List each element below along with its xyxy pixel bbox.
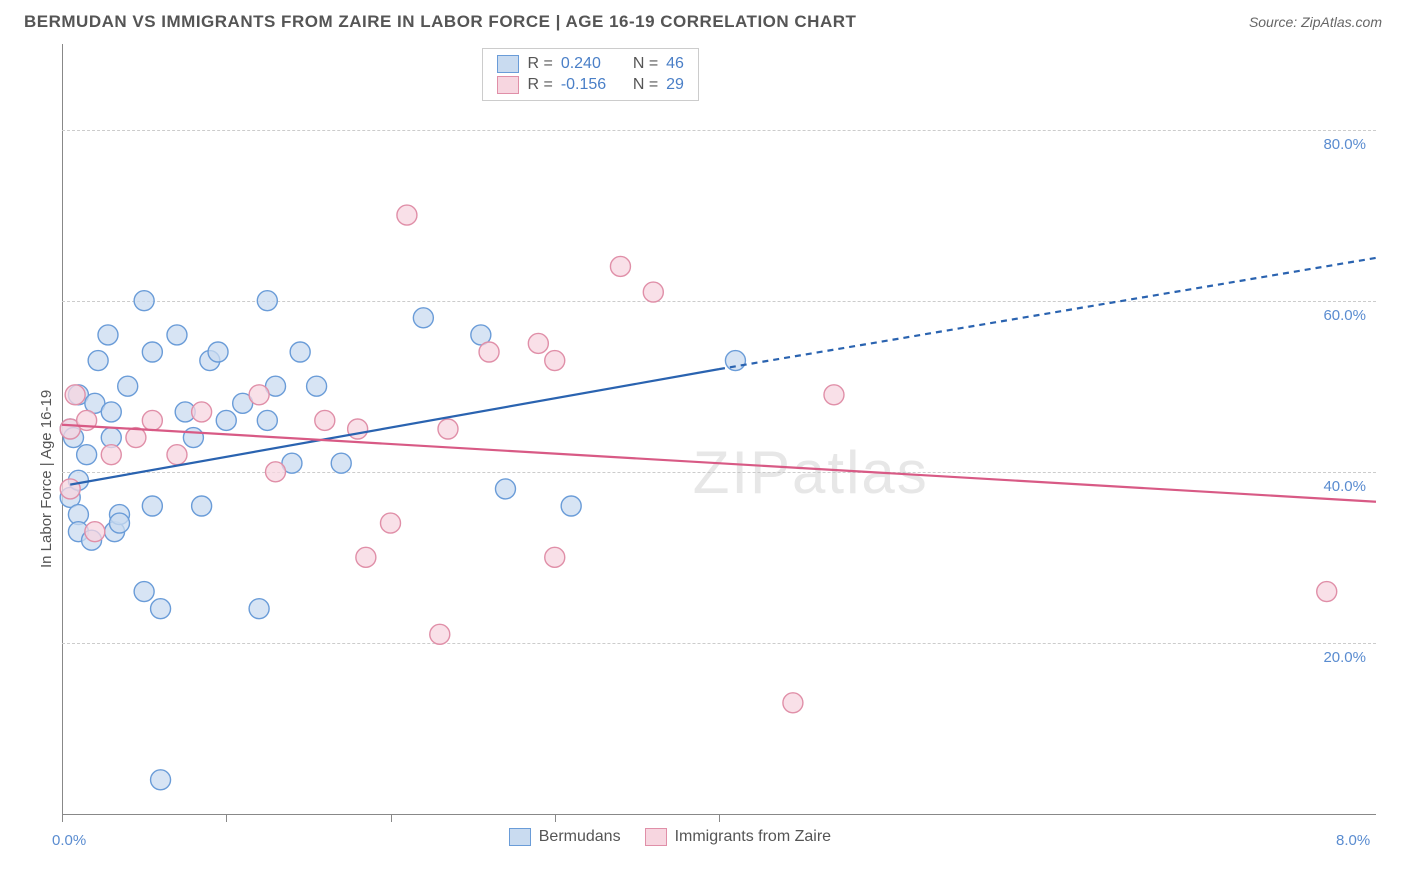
data-point: [413, 308, 433, 328]
data-point: [315, 410, 335, 430]
data-point: [257, 291, 277, 311]
data-point: [216, 410, 236, 430]
data-point: [824, 385, 844, 405]
data-point: [438, 419, 458, 439]
data-point: [142, 410, 162, 430]
legend-swatch: [645, 828, 667, 846]
data-point: [307, 376, 327, 396]
data-point: [60, 479, 80, 499]
data-point: [109, 513, 129, 533]
n-label: N =: [633, 55, 658, 73]
data-point: [134, 582, 154, 602]
data-point: [397, 205, 417, 225]
data-point: [495, 479, 515, 499]
data-point: [545, 351, 565, 371]
data-point: [545, 547, 565, 567]
data-point: [151, 599, 171, 619]
n-value: 29: [666, 76, 684, 94]
series-legend-label: Immigrants from Zaire: [675, 828, 831, 846]
correlation-legend-row: R = -0.156 N = 29: [497, 76, 683, 94]
chart-header: BERMUDAN VS IMMIGRANTS FROM ZAIRE IN LAB…: [0, 0, 1406, 40]
correlation-scatter-chart: 20.0%40.0%60.0%80.0%0.0%8.0%In Labor For…: [20, 44, 1376, 884]
r-value: 0.240: [561, 55, 625, 73]
data-point: [783, 693, 803, 713]
legend-swatch: [497, 76, 519, 94]
chart-svg-layer: [20, 44, 1376, 816]
data-point: [167, 325, 187, 345]
data-point: [85, 522, 105, 542]
data-point: [208, 342, 228, 362]
trend-line: [70, 369, 719, 485]
data-point: [643, 282, 663, 302]
xtick-label-end: 8.0%: [1336, 832, 1370, 849]
data-point: [88, 351, 108, 371]
r-value: -0.156: [561, 76, 625, 94]
data-point: [479, 342, 499, 362]
data-point: [101, 402, 121, 422]
r-label: R =: [527, 55, 552, 73]
data-point: [142, 496, 162, 516]
data-point: [249, 599, 269, 619]
data-point: [192, 496, 212, 516]
n-value: 46: [666, 55, 684, 73]
legend-swatch: [497, 55, 519, 73]
data-point: [134, 291, 154, 311]
data-point: [98, 325, 118, 345]
data-point: [331, 453, 351, 473]
data-point: [356, 547, 376, 567]
data-point: [65, 385, 85, 405]
chart-title: BERMUDAN VS IMMIGRANTS FROM ZAIRE IN LAB…: [24, 12, 856, 32]
data-point: [348, 419, 368, 439]
trend-line: [62, 425, 1376, 502]
trend-line-extrapolated: [719, 258, 1376, 369]
data-point: [118, 376, 138, 396]
data-point: [183, 428, 203, 448]
data-point: [142, 342, 162, 362]
source-label: Source: ZipAtlas.com: [1249, 14, 1382, 30]
data-point: [266, 462, 286, 482]
data-point: [257, 410, 277, 430]
data-point: [430, 624, 450, 644]
data-point: [77, 445, 97, 465]
series-legend-item: Bermudans: [509, 828, 621, 846]
data-point: [249, 385, 269, 405]
data-point: [1317, 582, 1337, 602]
data-point: [610, 256, 630, 276]
legend-swatch: [509, 828, 531, 846]
data-point: [101, 445, 121, 465]
data-point: [192, 402, 212, 422]
correlation-legend-row: R = 0.240 N = 46: [497, 55, 683, 73]
data-point: [528, 333, 548, 353]
series-legend-item: Immigrants from Zaire: [645, 828, 831, 846]
data-point: [167, 445, 187, 465]
data-point: [381, 513, 401, 533]
series-legend: Bermudans Immigrants from Zaire: [509, 828, 831, 846]
xtick-label-start: 0.0%: [52, 832, 86, 849]
data-point: [725, 351, 745, 371]
r-label: R =: [527, 76, 552, 94]
n-label: N =: [633, 76, 658, 94]
series-legend-label: Bermudans: [539, 828, 621, 846]
data-point: [290, 342, 310, 362]
data-point: [151, 770, 171, 790]
correlation-legend: R = 0.240 N = 46 R = -0.156 N = 29: [482, 48, 698, 101]
data-point: [561, 496, 581, 516]
